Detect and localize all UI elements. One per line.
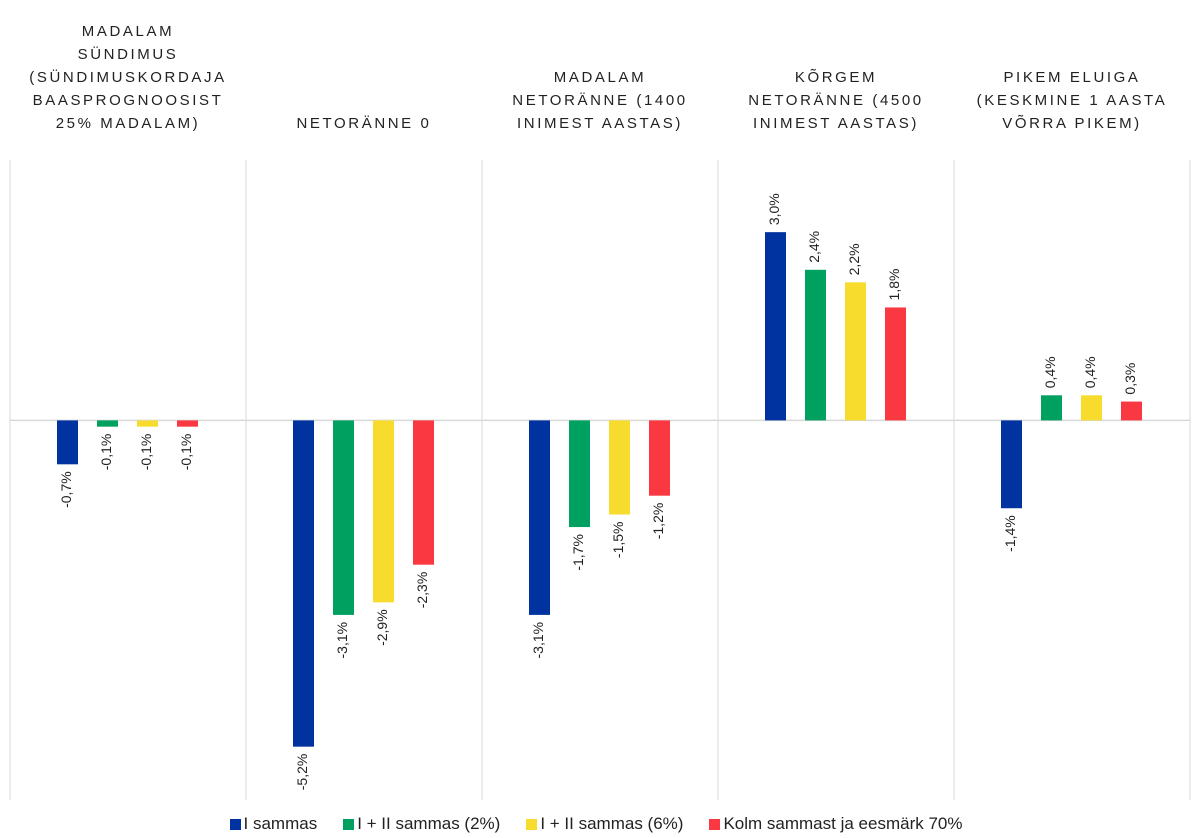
legend-label: I sammas: [243, 814, 318, 833]
data-label: -0,1%: [138, 434, 154, 471]
bar: [293, 420, 314, 747]
legend-label: I + II sammas (6%): [540, 814, 684, 833]
data-label: -0,1%: [178, 434, 194, 471]
bar: [1081, 395, 1102, 421]
data-label: -3,1%: [530, 622, 546, 659]
legend-item: I + II sammas (6%): [526, 814, 683, 834]
data-label: -1,7%: [570, 534, 586, 571]
data-label: -1,4%: [1002, 515, 1018, 552]
data-label: -5,2%: [294, 754, 310, 791]
legend-item: I sammas: [229, 814, 318, 834]
bar: [765, 232, 786, 421]
legend-item: I + II sammas (2%): [343, 814, 500, 834]
data-label: -1,2%: [650, 503, 666, 540]
bar: [885, 307, 906, 421]
data-label: -2,3%: [414, 572, 430, 609]
bar: [1001, 420, 1022, 509]
legend-label: Kolm sammast ja eesmärk 70%: [723, 814, 963, 833]
bar: [373, 420, 394, 603]
data-label: 2,4%: [806, 231, 822, 263]
bar: [569, 420, 590, 528]
legend-item: Kolm sammast ja eesmärk 70%: [709, 814, 962, 834]
data-label: 3,0%: [766, 193, 782, 225]
bar: [649, 420, 670, 496]
bar: [609, 420, 630, 515]
category-label: MADALAM NETORÄNNE (1400 INIMEST AASTAS): [512, 69, 688, 132]
legend-label: I + II sammas (2%): [357, 814, 501, 833]
bar: [57, 420, 78, 465]
bar: [413, 420, 434, 565]
legend-swatch: [526, 818, 538, 830]
legend-swatch: [709, 818, 721, 830]
bar: [137, 420, 158, 427]
data-label: -1,5%: [610, 522, 626, 559]
bar: [1121, 401, 1142, 421]
data-label: 0,3%: [1122, 363, 1138, 395]
bar: [97, 420, 118, 427]
data-label: -0,7%: [58, 471, 74, 508]
legend-swatch: [343, 818, 355, 830]
bar: [529, 420, 550, 615]
category-label: NETORÄNNE 0: [296, 115, 432, 132]
legend: I sammas I + II sammas (2%) I + II sammas …: [0, 814, 1192, 834]
data-label: 2,2%: [846, 243, 862, 275]
category-label: KÕRGEM NETORÄNNE (4500 INIMEST AASTAS): [748, 69, 924, 132]
category-label: MADALAM SÜNDIMUS (SÜNDIMUSKORDAJA BAASPR…: [29, 23, 227, 132]
bar: [177, 420, 198, 427]
data-label: -0,1%: [98, 434, 114, 471]
legend-swatch: [229, 818, 241, 830]
bar: [333, 420, 354, 615]
data-label: -3,1%: [334, 622, 350, 659]
data-label: 0,4%: [1082, 356, 1098, 388]
data-label: -2,9%: [374, 609, 390, 646]
bar: [1041, 395, 1062, 421]
bar: [845, 282, 866, 421]
bar: [805, 269, 826, 421]
data-label: 0,4%: [1042, 356, 1058, 388]
category-label: PIKEM ELUIGA (KESKMINE 1 AASTA VÕRRA PIK…: [976, 69, 1168, 132]
data-label: 1,8%: [886, 269, 902, 301]
